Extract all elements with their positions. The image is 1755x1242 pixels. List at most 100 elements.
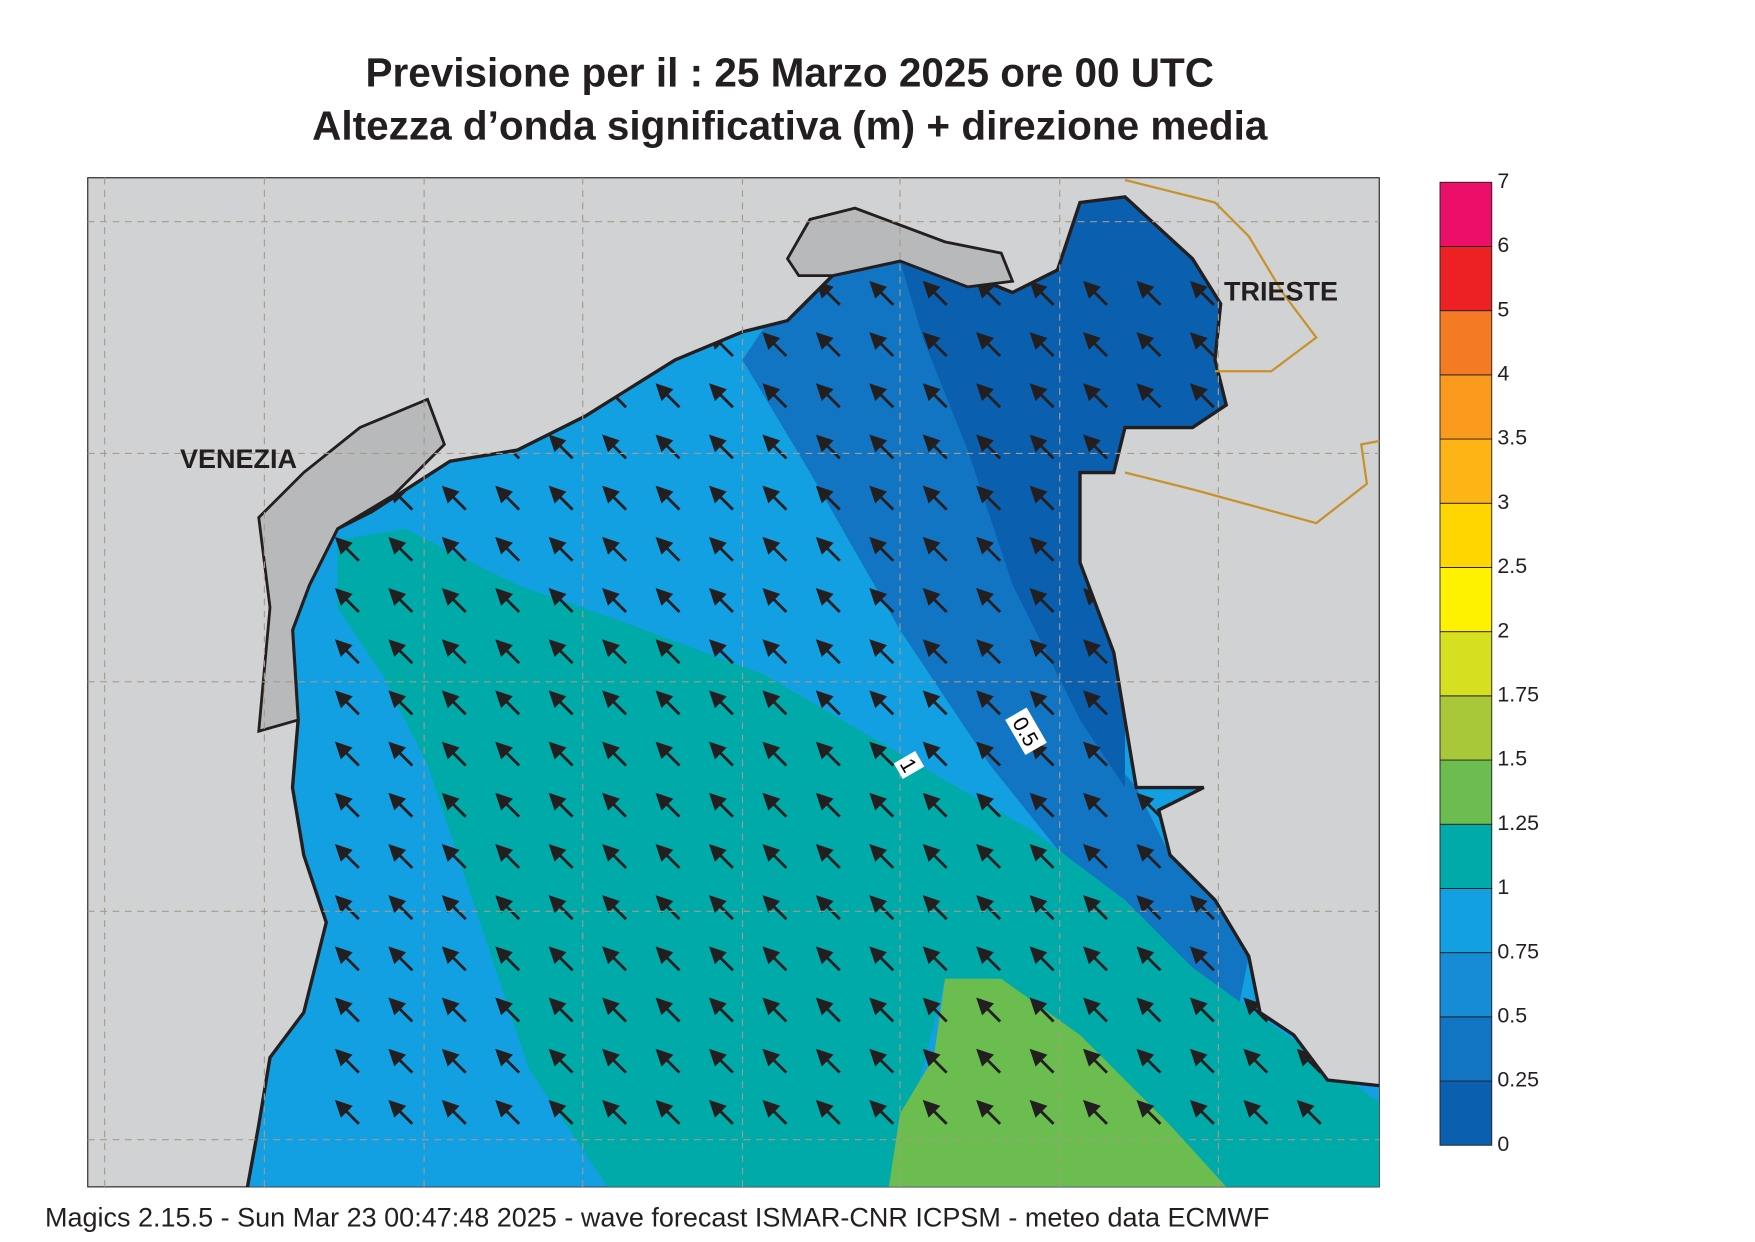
arrow xyxy=(1189,997,1215,1023)
arrow xyxy=(1029,588,1055,613)
arrow xyxy=(1189,332,1215,358)
arrow xyxy=(976,997,1002,1023)
arrow xyxy=(334,690,360,716)
arrow xyxy=(1029,792,1055,818)
arrow xyxy=(869,588,895,613)
arrow xyxy=(1243,1099,1269,1125)
arrow xyxy=(655,895,681,921)
colorbar-label: 1.25 xyxy=(1497,811,1539,835)
arrow xyxy=(334,1099,360,1125)
arrow xyxy=(655,690,681,716)
arrow xyxy=(655,383,681,409)
arrow xyxy=(441,946,467,972)
arrow xyxy=(441,792,467,818)
arrow xyxy=(869,434,895,460)
zone-1 xyxy=(337,528,1380,1187)
arrow xyxy=(976,946,1002,972)
place-label: VENEZIA xyxy=(180,444,297,474)
arrow xyxy=(1083,690,1108,716)
colorbar-label: 2 xyxy=(1497,618,1509,642)
arrow xyxy=(869,690,895,716)
arrow xyxy=(495,1048,521,1074)
arrow xyxy=(1189,946,1215,972)
arrow xyxy=(548,895,574,921)
colorbar-swatch xyxy=(1439,759,1493,825)
arrow xyxy=(655,434,681,460)
colorbar-swatch xyxy=(1439,310,1493,376)
arrow xyxy=(441,690,467,716)
arrow xyxy=(334,1048,360,1074)
border xyxy=(1124,178,1380,525)
arrow xyxy=(441,1099,467,1125)
arrow xyxy=(762,485,788,511)
arrow xyxy=(869,639,895,665)
arrow xyxy=(388,588,414,613)
arrow xyxy=(495,946,521,972)
arrow xyxy=(602,639,628,665)
colorbar-swatch xyxy=(1439,695,1493,761)
arrow xyxy=(1083,1099,1108,1125)
arrow xyxy=(922,1099,948,1125)
arrow xyxy=(869,1099,895,1125)
arrow xyxy=(1189,1099,1215,1125)
arrow xyxy=(815,1048,841,1074)
arrow xyxy=(1029,946,1055,972)
arrow xyxy=(1136,332,1162,358)
colorbar-label: 4 xyxy=(1497,361,1509,385)
arrow xyxy=(762,639,788,665)
arrow xyxy=(1083,434,1108,460)
arrow xyxy=(602,588,628,613)
arrow xyxy=(815,792,841,818)
arrow xyxy=(976,485,1002,511)
arrow xyxy=(1029,895,1055,921)
arrow xyxy=(762,1048,788,1074)
arrow xyxy=(441,485,467,511)
arrow xyxy=(548,690,574,716)
arrow xyxy=(815,843,841,869)
arrow xyxy=(388,1099,414,1125)
arrow xyxy=(1029,639,1055,665)
arrow xyxy=(548,588,574,613)
arrow xyxy=(762,332,788,358)
arrow xyxy=(655,588,681,613)
arrow xyxy=(334,895,360,921)
arrow xyxy=(602,792,628,818)
arrow xyxy=(976,792,1002,818)
arrow xyxy=(655,1099,681,1125)
arrow xyxy=(762,383,788,409)
arrow xyxy=(602,997,628,1023)
arrow xyxy=(869,741,895,767)
arrow xyxy=(762,741,788,767)
colorbar-swatch xyxy=(1439,502,1493,568)
arrow xyxy=(1189,383,1215,409)
arrow xyxy=(334,997,360,1023)
arrow xyxy=(1136,843,1162,869)
arrow xyxy=(762,895,788,921)
arrow xyxy=(815,1099,841,1125)
arrow xyxy=(762,997,788,1023)
colorbar-swatch xyxy=(1439,1080,1493,1146)
arrow xyxy=(334,588,360,613)
arrow xyxy=(495,485,521,511)
arrow xyxy=(976,280,1002,306)
arrow xyxy=(1189,280,1215,306)
arrow xyxy=(388,639,414,665)
arrow xyxy=(869,485,895,511)
arrow xyxy=(655,639,681,665)
arrow xyxy=(495,843,521,869)
arrow xyxy=(388,895,414,921)
arrow xyxy=(869,383,895,409)
arrow xyxy=(869,997,895,1023)
arrow xyxy=(388,946,414,972)
colorbar-label: 0.5 xyxy=(1497,1003,1527,1027)
colorbar-label: 2.5 xyxy=(1497,554,1527,578)
arrow xyxy=(1083,280,1108,306)
arrow xyxy=(441,895,467,921)
arrow xyxy=(815,946,841,972)
graticule xyxy=(87,177,1380,1187)
arrow xyxy=(441,639,467,665)
arrow xyxy=(1136,1048,1162,1074)
arrow xyxy=(815,690,841,716)
arrow xyxy=(655,946,681,972)
